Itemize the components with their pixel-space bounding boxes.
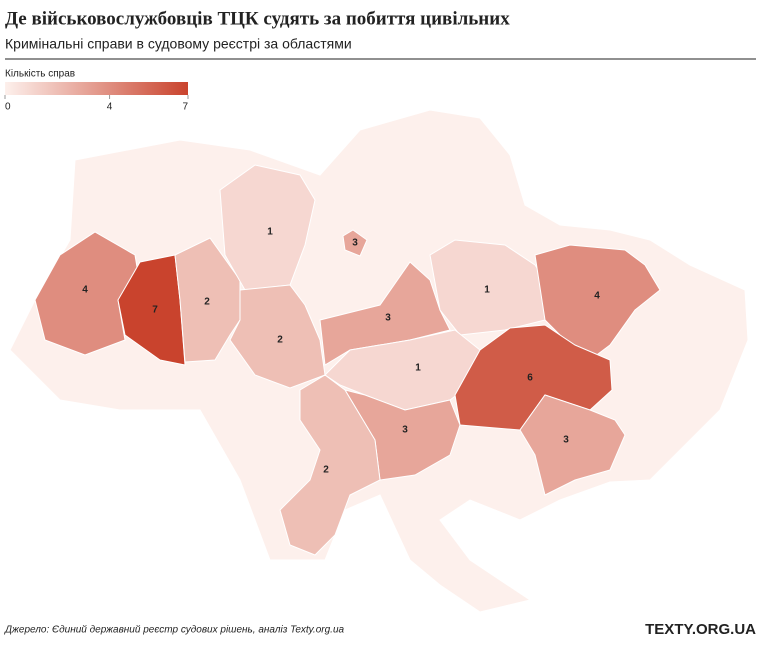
- region-value-label: 1: [415, 363, 421, 374]
- region: [342, 229, 368, 257]
- region-value-label: 3: [352, 238, 358, 249]
- title: Де військовослужбовців ТЦК судять за поб…: [5, 8, 510, 29]
- region-value-label: 3: [385, 313, 391, 324]
- region-value-label: 7: [152, 305, 158, 316]
- region: [174, 237, 241, 363]
- region: [519, 394, 626, 496]
- region-value-label: 2: [323, 465, 329, 476]
- legend-title: Кількість справ: [5, 69, 75, 80]
- region-value-label: 1: [267, 227, 273, 238]
- legend-gradient: [5, 82, 188, 95]
- region-value-label: 3: [563, 435, 569, 446]
- logo: TEXTY.ORG.UA: [645, 621, 756, 638]
- region-value-label: 3: [402, 425, 408, 436]
- region: [219, 164, 316, 291]
- region: [229, 284, 326, 389]
- legend-tick-label: 0: [5, 102, 11, 113]
- region-value-label: 1: [484, 285, 490, 296]
- region-value-label: 2: [204, 297, 210, 308]
- region-value-label: 6: [527, 373, 533, 384]
- subtitle: Кримінальні справи в судовому реєстрі за…: [5, 36, 352, 52]
- region-value-label: 4: [82, 285, 88, 296]
- legend-tick-label: 7: [182, 102, 188, 113]
- regions: 4 7 2 1 3 2 3 1 4 1 6 3 3 2: [34, 164, 661, 556]
- region: [319, 261, 451, 366]
- region-value-label: 2: [277, 335, 283, 346]
- region: [534, 244, 661, 361]
- legend-tick-label: 4: [107, 102, 113, 113]
- region-value-label: 4: [594, 291, 600, 302]
- region: [279, 374, 381, 556]
- source: Джерело: Єдиний державний реєстр судових…: [4, 625, 345, 636]
